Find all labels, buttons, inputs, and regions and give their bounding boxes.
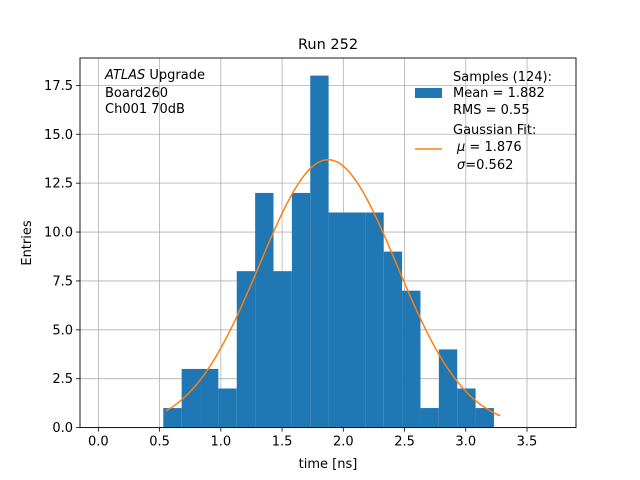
annotation-line-2: Board260 bbox=[105, 86, 168, 101]
y-tick-label: 7.5 bbox=[52, 274, 73, 289]
histogram-bar bbox=[365, 212, 384, 428]
histogram-bar bbox=[420, 408, 439, 428]
legend-samples-patch bbox=[415, 88, 442, 98]
y-axis-ticks: 0.0 2.5 5.0 7.5 10.0 12.5 15.0 17.5 bbox=[44, 79, 80, 436]
gaussian-fit-curve bbox=[165, 158, 501, 417]
legend-fit-mu: μ = 1.876 bbox=[456, 140, 522, 155]
histogram-bar bbox=[163, 408, 182, 428]
x-tick-label: 2.5 bbox=[394, 435, 415, 450]
legend-sigma-value: =0.562 bbox=[465, 158, 513, 173]
x-tick-label: 0.5 bbox=[149, 435, 170, 450]
histogram-bar bbox=[457, 388, 476, 428]
y-tick-label: 0.0 bbox=[52, 421, 73, 436]
x-tick-label: 3.5 bbox=[517, 435, 538, 450]
x-axis-label: time [ns] bbox=[299, 457, 358, 472]
legend-mu-symbol: μ bbox=[456, 140, 465, 155]
histogram-bar bbox=[346, 212, 366, 428]
annotation-line-1: ATLAS Upgrade bbox=[104, 68, 205, 83]
histogram-bar bbox=[383, 251, 403, 428]
histogram-bar bbox=[218, 388, 237, 428]
legend-fit-sigma: σ=0.562 bbox=[457, 158, 513, 173]
histogram-bar bbox=[291, 192, 311, 428]
legend-samples-title: Samples (124): bbox=[453, 70, 552, 85]
x-tick-label: 1.0 bbox=[210, 435, 231, 450]
y-tick-label: 12.5 bbox=[44, 177, 73, 192]
y-tick-label: 2.5 bbox=[52, 372, 73, 387]
legend-fit-title: Gaussian Fit: bbox=[453, 123, 536, 138]
y-tick-label: 17.5 bbox=[44, 79, 73, 94]
x-axis-ticks: 0.0 0.5 1.0 1.5 2.0 2.5 3.0 3.5 bbox=[88, 427, 538, 450]
histogram-bar bbox=[402, 290, 421, 428]
annotation-upgrade: Upgrade bbox=[145, 68, 205, 83]
histogram-bar bbox=[273, 271, 292, 428]
histogram-bar bbox=[236, 271, 256, 428]
y-tick-label: 10.0 bbox=[44, 226, 73, 241]
y-axis-label: Entries bbox=[20, 220, 35, 266]
legend-samples-rms: RMS = 0.55 bbox=[453, 103, 530, 118]
histogram-bar bbox=[255, 192, 274, 428]
x-tick-label: 0.0 bbox=[88, 435, 109, 450]
y-tick-label: 15.0 bbox=[44, 128, 73, 143]
histogram-bar bbox=[328, 212, 347, 428]
histogram-bars bbox=[163, 75, 494, 428]
x-tick-label: 3.0 bbox=[455, 435, 476, 450]
histogram-bar bbox=[181, 368, 201, 428]
plot-frame bbox=[79, 57, 577, 429]
legend-mu-value: = 1.876 bbox=[465, 140, 521, 155]
histogram-bar bbox=[200, 368, 219, 428]
atlas-annotation: ATLAS Upgrade Board260 Ch001 70dB bbox=[104, 68, 205, 117]
y-tick-label: 5.0 bbox=[52, 323, 73, 338]
x-tick-label: 2.0 bbox=[333, 435, 354, 450]
chart-title: Run 252 bbox=[298, 37, 358, 53]
x-tick-label: 1.5 bbox=[272, 435, 293, 450]
annotation-atlas: ATLAS bbox=[104, 68, 145, 83]
histogram-bar bbox=[475, 408, 494, 428]
legend-sigma-symbol: σ bbox=[457, 158, 466, 173]
annotation-line-3: Ch001 70dB bbox=[105, 102, 185, 117]
legend: Samples (124): Mean = 1.882 RMS = 0.55 G… bbox=[415, 70, 552, 173]
histogram-bar bbox=[438, 349, 458, 428]
legend-samples-mean: Mean = 1.882 bbox=[453, 86, 545, 101]
histogram-bar bbox=[310, 75, 329, 428]
